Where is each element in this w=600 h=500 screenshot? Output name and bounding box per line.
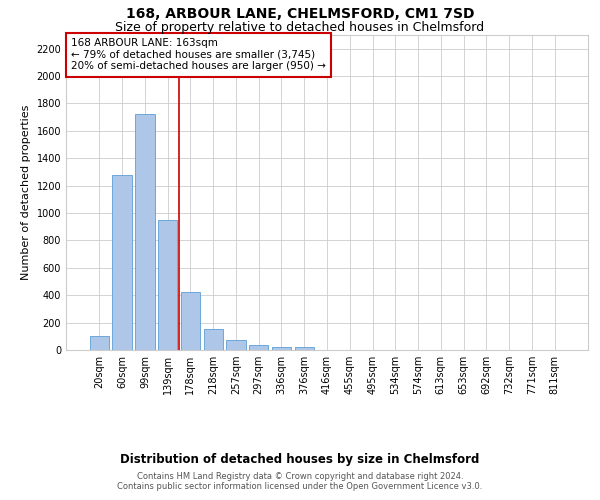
- Text: Contains HM Land Registry data © Crown copyright and database right 2024.
Contai: Contains HM Land Registry data © Crown c…: [118, 472, 482, 491]
- Bar: [181, 292, 200, 350]
- Bar: [272, 346, 291, 350]
- Bar: [90, 336, 109, 350]
- Bar: [112, 176, 132, 350]
- Bar: [295, 348, 314, 350]
- Bar: [203, 330, 223, 350]
- Y-axis label: Number of detached properties: Number of detached properties: [21, 105, 31, 280]
- Text: 168 ARBOUR LANE: 163sqm
← 79% of detached houses are smaller (3,745)
20% of semi: 168 ARBOUR LANE: 163sqm ← 79% of detache…: [71, 38, 326, 72]
- Bar: [226, 340, 245, 350]
- Bar: [158, 220, 178, 350]
- Text: Distribution of detached houses by size in Chelmsford: Distribution of detached houses by size …: [121, 452, 479, 466]
- Bar: [249, 345, 268, 350]
- Text: 168, ARBOUR LANE, CHELMSFORD, CM1 7SD: 168, ARBOUR LANE, CHELMSFORD, CM1 7SD: [126, 8, 474, 22]
- Text: Size of property relative to detached houses in Chelmsford: Size of property relative to detached ho…: [115, 21, 485, 34]
- Bar: [135, 114, 155, 350]
